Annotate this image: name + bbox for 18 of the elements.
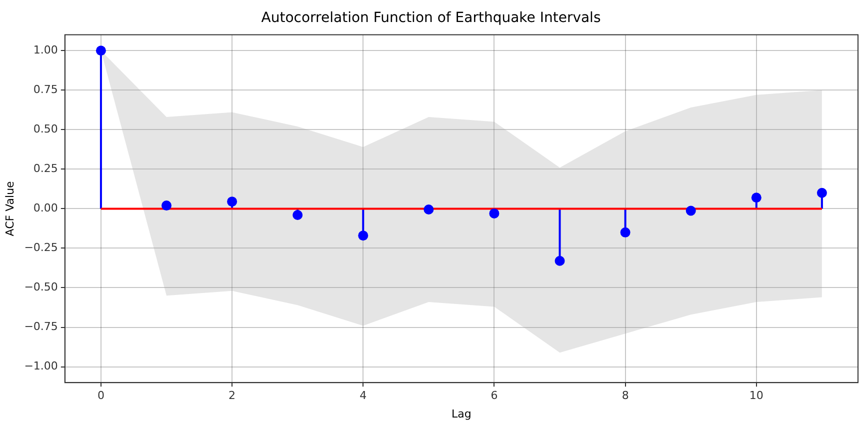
x-tick-label: 8	[622, 389, 629, 402]
y-tick-label: 0.00	[33, 202, 58, 215]
y-axis-title: ACF Value	[3, 180, 16, 236]
y-tick-label: 1.00	[33, 43, 58, 56]
y-tick-label: −0.50	[24, 280, 58, 294]
x-tick-label: 4	[360, 389, 367, 402]
y-tick-label: −0.25	[24, 241, 58, 254]
y-tick-label: 0.75	[33, 82, 58, 96]
x-tick-label: 2	[228, 389, 236, 402]
x-tick-label: 0	[97, 389, 104, 402]
chart-title: Autocorrelation Function of Earthquake Intervals	[261, 10, 601, 26]
x-axis-title: Lag	[452, 407, 472, 420]
y-tick-label: 0.25	[33, 162, 58, 176]
y-tick-label: −1.00	[24, 360, 58, 373]
y-tick-label: −0.75	[24, 320, 58, 334]
x-tick-label: 10	[749, 389, 764, 402]
y-tick-label: 0.50	[33, 122, 58, 136]
x-tick-label: 6	[490, 389, 498, 402]
